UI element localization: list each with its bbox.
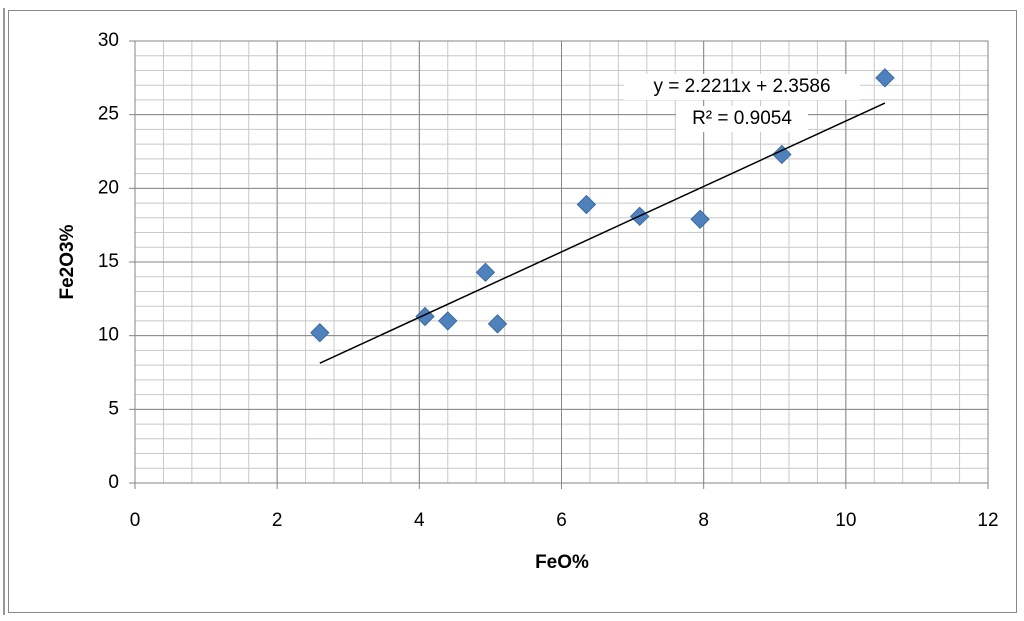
x-tick-label: 6	[556, 510, 567, 531]
chart-frame	[8, 10, 1017, 613]
y-axis-title: Fe2O3%	[57, 224, 78, 299]
data-point	[475, 262, 496, 283]
y-tick-label: 20	[98, 177, 119, 198]
data-point	[875, 68, 895, 88]
y-tick-label: 5	[108, 398, 119, 419]
trendline	[319, 102, 886, 364]
x-tick-label: 2	[272, 510, 283, 531]
x-tick-label: 0	[130, 510, 141, 531]
data-point	[310, 323, 330, 343]
y-tick-label: 10	[98, 325, 119, 346]
data-point	[690, 209, 710, 229]
plot-border	[134, 40, 989, 484]
x-axis-title: FeO%	[535, 552, 589, 573]
x-tick-label: 12	[977, 510, 998, 531]
x-tick-label: 10	[835, 510, 856, 531]
y-tick-label: 25	[98, 104, 119, 125]
trendline-equation: y = 2.2211x + 2.3586	[653, 76, 830, 97]
y-tick-label: 30	[98, 30, 119, 51]
equation-bg	[624, 74, 860, 100]
x-tick-label: 4	[414, 510, 425, 531]
y-tick-label: 15	[98, 251, 119, 272]
r2-bg	[676, 106, 808, 132]
x-tick-label: 8	[698, 510, 709, 531]
data-point	[415, 306, 435, 327]
data-point	[438, 311, 458, 331]
trendline-r-squared: R² = 0.9054	[692, 108, 792, 129]
data-point	[576, 194, 597, 215]
y-tick-label: 0	[108, 472, 119, 493]
data-point	[487, 314, 508, 334]
data-point	[772, 144, 792, 165]
